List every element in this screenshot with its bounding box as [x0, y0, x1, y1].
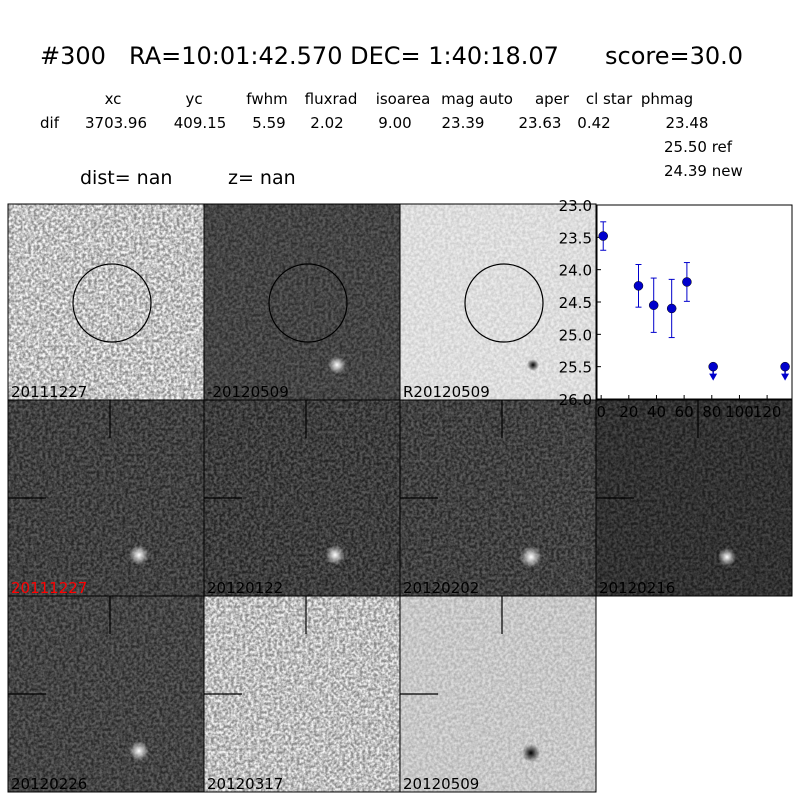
data-point [648, 300, 659, 310]
source-blob [129, 545, 149, 565]
limit-arrowhead [709, 373, 718, 381]
limit-arrowhead [781, 373, 790, 381]
column-header: fwhm [246, 90, 287, 108]
stamp-label: 20120216 [599, 579, 675, 597]
data-point [780, 361, 790, 372]
table-cell: 2.02 [310, 114, 343, 132]
column-header: xc [105, 90, 122, 108]
y-tick-label: 24.5 [559, 294, 592, 312]
x-tick-label: 100 [725, 403, 754, 421]
stamp-label: 20111227 [11, 579, 87, 597]
stamp-label: 20120226 [11, 775, 87, 793]
table-cell: 409.15 [174, 114, 227, 132]
y-tick-label: 23.0 [559, 197, 592, 215]
stamp-noise [204, 204, 400, 400]
data-point [633, 281, 644, 291]
y-tick-label: 24.0 [559, 262, 592, 280]
column-header: cl star [586, 90, 633, 108]
data-point [598, 231, 608, 241]
table-cell: 3703.96 [85, 114, 147, 132]
column-header: isoarea [376, 90, 431, 108]
phmag-extra: 24.39 new [664, 162, 743, 180]
table-cell: dif [40, 114, 60, 132]
plot-area [596, 204, 793, 400]
column-header: mag auto [441, 90, 513, 108]
table-cell: 9.00 [378, 114, 411, 132]
stamp-label: 20120202 [403, 579, 479, 597]
x-tick-label: 60 [675, 403, 694, 421]
dist: dist= nan [80, 167, 172, 189]
source-blob [129, 741, 149, 761]
column-header: yc [185, 90, 202, 108]
source-blob [718, 548, 736, 566]
aperture-circle [72, 263, 152, 343]
source-blob [527, 359, 539, 371]
x-tick-label: 120 [753, 403, 782, 421]
x-tick-label: 80 [702, 403, 721, 421]
column-header: phmag [641, 90, 693, 108]
column-header: aper [535, 90, 570, 108]
x-tick-label: 40 [647, 403, 666, 421]
stamp-label: -20120509 [207, 383, 289, 401]
table-cell: 5.59 [252, 114, 285, 132]
aperture-circle [268, 263, 348, 343]
stamp-frame [399, 595, 597, 793]
column-header: fluxrad [305, 90, 358, 108]
data-point [666, 303, 677, 314]
table-cell: 23.39 [442, 114, 485, 132]
redshift: z= nan [228, 167, 296, 189]
stamp-label: R20120509 [403, 383, 490, 401]
phmag-extra: 25.50 ref [664, 138, 733, 156]
stamp-noise [400, 204, 596, 400]
source-blob [325, 545, 345, 565]
source-blob [328, 356, 346, 374]
stamp-frame [595, 399, 793, 597]
table-cell: 0.42 [577, 114, 610, 132]
source-blob [520, 546, 542, 568]
stamp-label: 20120122 [207, 579, 283, 597]
stamp-label: 20111227 [11, 383, 87, 401]
score: score=30.0 [605, 42, 743, 70]
candidate-id: #300 [40, 42, 106, 70]
table-cell: 23.48 [666, 114, 709, 132]
x-tick-label: 0 [596, 403, 606, 421]
stamp-label: 20120509 [403, 775, 479, 793]
table-cell: 23.63 [519, 114, 562, 132]
stamp-noise [8, 204, 204, 400]
source-blob [522, 744, 540, 762]
x-tick-label: 20 [619, 403, 638, 421]
aperture-circle [464, 263, 544, 343]
y-tick-label: 25.0 [559, 326, 592, 344]
y-tick-label: 26.0 [559, 391, 592, 409]
y-tick-label: 23.5 [559, 229, 592, 247]
y-tick-label: 25.5 [559, 359, 592, 377]
data-point [682, 277, 692, 287]
coordinates: RA=10:01:42.570 DEC= 1:40:18.07 [129, 42, 559, 70]
stamp-label: 20120317 [207, 775, 283, 793]
data-point [708, 361, 718, 372]
